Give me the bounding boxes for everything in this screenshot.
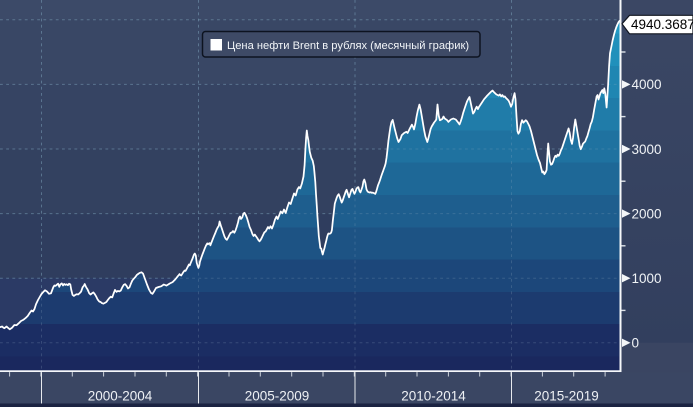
svg-text:2015-2019: 2015-2019 <box>534 389 599 404</box>
svg-text:4940.3687: 4940.3687 <box>631 17 693 32</box>
svg-text:2000-2004: 2000-2004 <box>88 389 153 404</box>
svg-text:2000: 2000 <box>632 206 662 221</box>
svg-text:2010-2014: 2010-2014 <box>401 389 466 404</box>
svg-text:1000: 1000 <box>632 271 662 286</box>
svg-text:0: 0 <box>632 336 640 351</box>
svg-text:2005-2009: 2005-2009 <box>245 389 310 404</box>
svg-text:Цена нефти Brent в рублях (мес: Цена нефти Brent в рублях (месячный граф… <box>227 40 469 52</box>
svg-text:4000: 4000 <box>632 77 662 92</box>
svg-text:3000: 3000 <box>632 142 662 157</box>
